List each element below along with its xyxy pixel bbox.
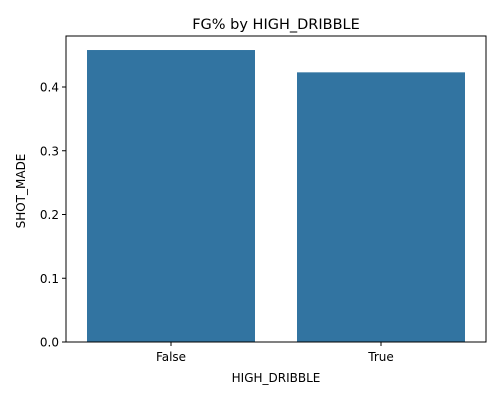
bar-true bbox=[297, 72, 465, 343]
chart-title: FG% by HIGH_DRIBBLE bbox=[192, 17, 360, 33]
y-tick-label: 0.0 bbox=[40, 336, 59, 350]
axes-frame bbox=[65, 35, 487, 343]
y-tick-label: 0.3 bbox=[40, 144, 59, 158]
x-axis-label: HIGH_DRIBBLE bbox=[232, 371, 321, 385]
y-axis-label: SHOT_MADE bbox=[14, 154, 28, 229]
x-axis-ticks: False True bbox=[156, 342, 394, 364]
x-tick-label: True bbox=[367, 350, 394, 364]
y-tick-label: 0.4 bbox=[40, 81, 59, 95]
y-axis-ticks: 0.0 0.1 0.2 0.3 0.4 bbox=[40, 81, 66, 350]
y-tick-label: 0.2 bbox=[40, 208, 59, 222]
y-tick-label: 0.1 bbox=[40, 272, 59, 286]
bars-group bbox=[87, 50, 465, 343]
plot-frame bbox=[65, 35, 487, 343]
x-tick-label: False bbox=[156, 350, 186, 364]
bar-false bbox=[87, 50, 255, 343]
